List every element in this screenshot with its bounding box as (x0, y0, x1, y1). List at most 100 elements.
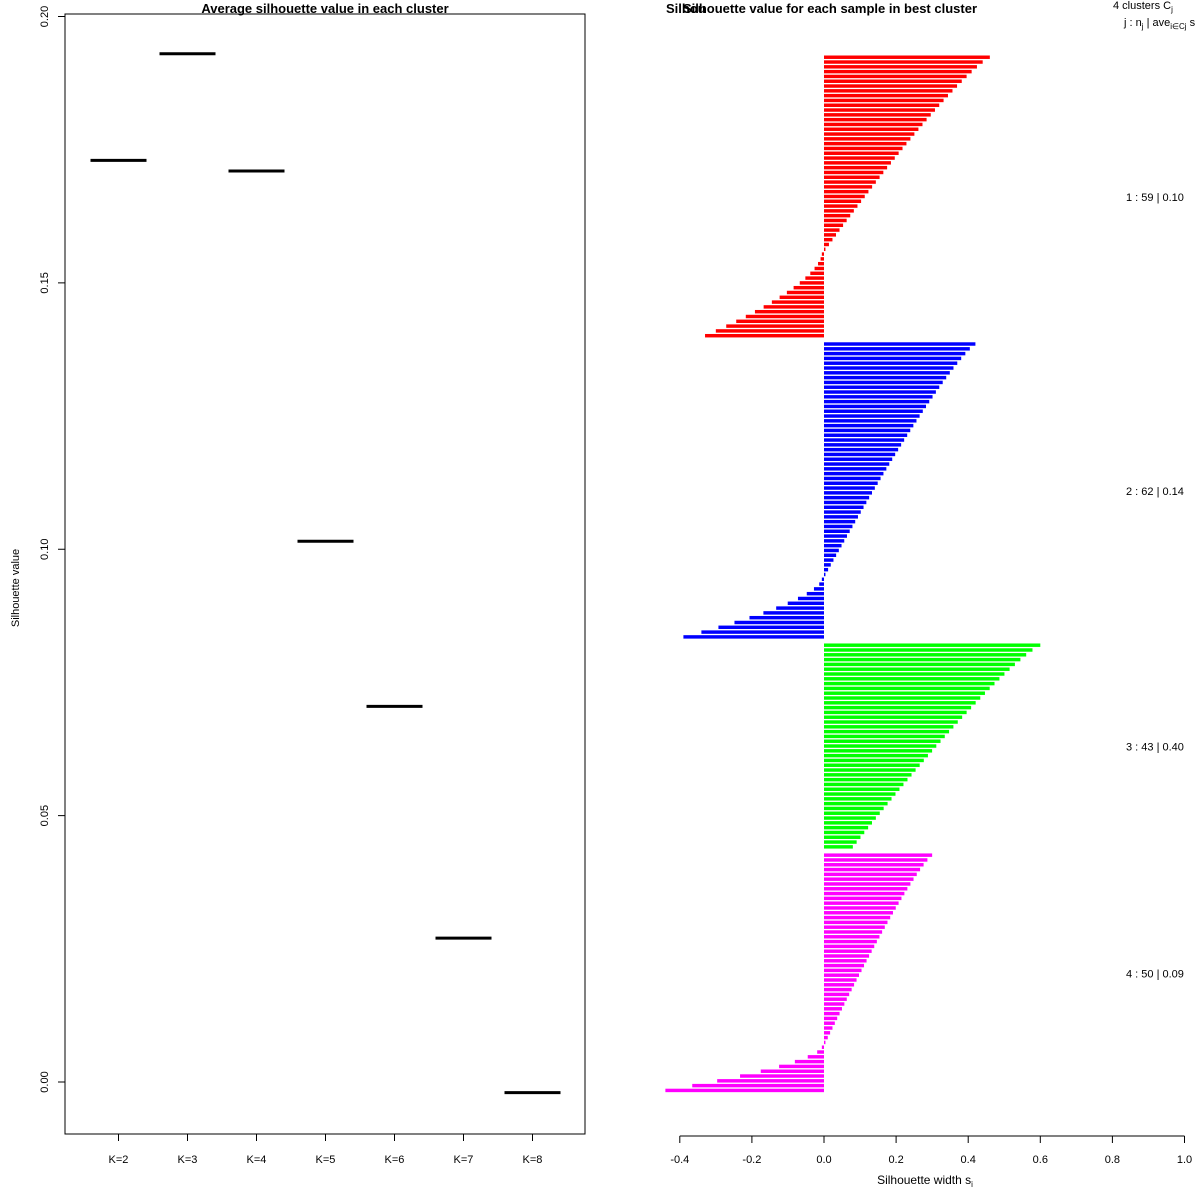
silhouette-bar (824, 486, 875, 490)
header-line-2-sub: j (1141, 22, 1144, 31)
header-line-2-mid: | ave (1144, 17, 1171, 29)
silhouette-bar (824, 811, 880, 815)
silhouette-bar (824, 1040, 826, 1045)
silhouette-bar (824, 491, 872, 495)
silhouette-bar (824, 648, 1033, 652)
silhouette-bar (824, 213, 851, 218)
header-line-1: 4 clusters Cj (1113, 0, 1173, 14)
left-title: Average silhouette value in each cluster (201, 1, 448, 16)
silhouette-bar (763, 305, 824, 309)
silhouette-bar (824, 467, 887, 471)
silhouette-bar (824, 944, 875, 949)
silhouette-bar (824, 233, 836, 237)
silhouette-bar (824, 643, 1041, 647)
silhouette-bar (824, 79, 962, 83)
left-panel: Average silhouette value in each cluster… (10, 1, 586, 1166)
silhouette-bar (824, 428, 911, 433)
silhouette-bar (824, 992, 850, 997)
silhouette-bar (824, 1026, 833, 1030)
left-x-tick-label: K=5 (316, 1154, 336, 1166)
right-x-axis: -0.4 -0.2 0.0 0.2 0.4 0.6 0.8 1.0 (670, 1135, 1192, 1166)
silhouette-bar (824, 959, 867, 963)
silhouette-bar (824, 137, 911, 141)
silhouette-bar (824, 657, 1021, 662)
silhouette-bar (824, 739, 941, 743)
silhouette-bar (692, 1083, 824, 1088)
silhouette-bar (824, 882, 911, 886)
silhouette-bar (824, 127, 919, 131)
silhouette-bar (824, 539, 845, 543)
silhouette-bar (824, 519, 856, 524)
silhouette-bar (824, 141, 907, 146)
silhouette-bar (824, 1016, 838, 1021)
silhouette-bar (821, 1045, 824, 1049)
silhouette-bar (824, 385, 940, 389)
silhouette-bar (824, 505, 864, 509)
silhouette-bar (779, 295, 824, 300)
left-x-tick-label: K=6 (385, 1154, 405, 1166)
silhouette-bar (824, 744, 937, 748)
silhouette-bar (824, 447, 899, 452)
silhouette-bar (824, 185, 873, 189)
silhouette-bar (824, 180, 876, 184)
silhouette-bar (715, 329, 824, 333)
silhouette-bar (824, 1002, 845, 1006)
left-y-tick-label: 0.15 (39, 272, 51, 293)
silhouette-bar (824, 117, 927, 122)
left-y-tick-label: 0.00 (39, 1071, 51, 1092)
silhouette-bar (665, 1088, 824, 1093)
silhouette-bar (824, 968, 862, 973)
silhouette-bar (824, 395, 933, 399)
silhouette-bar (821, 577, 824, 582)
silhouette-bar (718, 625, 824, 630)
silhouette-bar (701, 630, 824, 634)
silhouette-bar (824, 1021, 835, 1025)
silhouette-bar (824, 548, 839, 553)
silhouette-bar (824, 342, 976, 346)
silhouette-bar (824, 98, 944, 103)
silhouette-bar (824, 987, 852, 992)
silhouette-bar (824, 113, 931, 117)
silhouette-bar (824, 792, 896, 796)
silhouette-bar (824, 223, 844, 228)
silhouette-bar (824, 825, 869, 830)
silhouette-bar (824, 500, 867, 505)
silhouette-bar (824, 725, 954, 729)
right-xlabel: Silhouette width si (877, 1173, 973, 1189)
silhouette-bar (824, 667, 1010, 671)
silhouette-bar (824, 715, 963, 719)
silhouette-bar (824, 204, 858, 208)
silhouette-bar (824, 672, 1005, 676)
silhouette-bar (824, 1031, 831, 1035)
silhouette-bar (824, 443, 902, 447)
silhouette-bar (818, 261, 824, 266)
silhouette-bar (824, 777, 908, 782)
silhouette-bar (771, 300, 824, 304)
silhouette-bar (824, 572, 826, 577)
silhouette-bar (824, 705, 972, 710)
left-x-tick-label: K=4 (247, 1154, 267, 1166)
silhouette-bar (824, 515, 858, 519)
silhouette-bar (824, 816, 876, 820)
silhouette-bar (824, 797, 892, 801)
left-plot-frame (64, 13, 586, 1135)
silhouette-bar (824, 366, 954, 370)
silhouette-bar (824, 199, 862, 203)
silhouette-bar (805, 276, 824, 280)
silhouette-bar (824, 835, 861, 839)
silhouette-bar (824, 939, 877, 944)
silhouette-bar (824, 242, 829, 247)
cluster-label: 4 : 50 | 0.09 (1126, 968, 1184, 980)
left-y-tick-label: 0.05 (39, 805, 51, 826)
silhouette-bar (824, 653, 1027, 657)
silhouette-bar (824, 858, 928, 862)
silhouette-bar (824, 763, 920, 767)
silhouette-bar (824, 911, 893, 915)
silhouette-bar (824, 194, 865, 199)
left-x-tick-label: K=8 (523, 1154, 543, 1166)
silhouette-bar (776, 606, 824, 610)
silhouette-bar (824, 806, 884, 811)
silhouette-bar (824, 65, 977, 69)
right-x-tick-label: 0.8 (1105, 1154, 1120, 1166)
